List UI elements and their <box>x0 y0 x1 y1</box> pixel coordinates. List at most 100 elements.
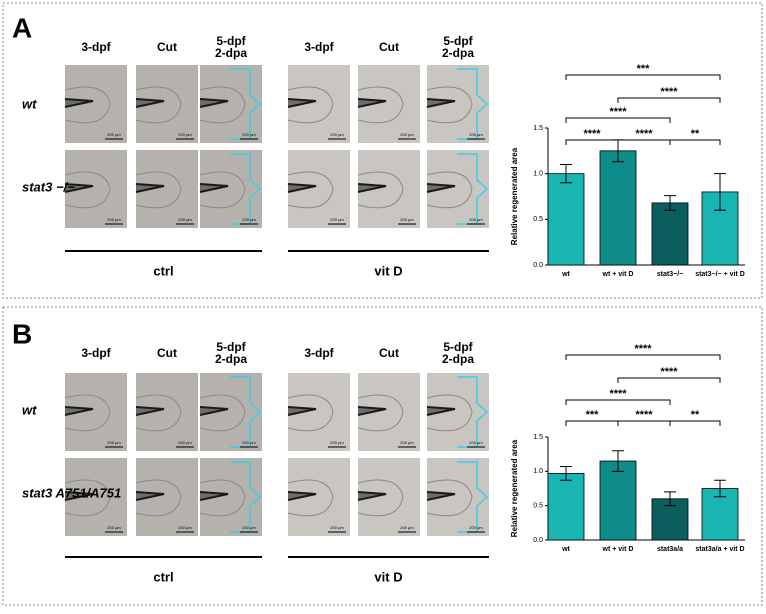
significance-bracket <box>617 377 721 383</box>
error-bar <box>664 195 676 211</box>
scale-bar-label: 200 µm <box>178 440 192 445</box>
fish-tail <box>64 183 94 193</box>
column-header: 3-dpf <box>304 40 334 54</box>
fish-tail <box>357 183 387 193</box>
panel-frame <box>2 306 763 606</box>
fin-outline <box>426 394 473 432</box>
x-tick-label: wt + vit D <box>602 546 634 553</box>
error-bar <box>560 466 572 481</box>
fish-tail <box>135 491 165 501</box>
scale-bar-label: 200 µm <box>469 440 483 445</box>
fin-outline <box>64 171 111 209</box>
scale-bar-label: 200 µm <box>400 440 414 445</box>
fin-outline <box>135 394 182 432</box>
significance-bracket <box>565 354 721 360</box>
scale-bar-label: 200 µm <box>469 132 483 137</box>
significance-bracket <box>617 420 671 426</box>
fin-outline <box>357 394 404 432</box>
fish-tail <box>199 98 229 108</box>
fin-outline <box>135 86 182 124</box>
significance-label: **** <box>660 86 678 98</box>
significance-bracket <box>617 139 671 145</box>
scale-bar-label: 200 µm <box>242 132 256 137</box>
fin-outline <box>64 86 111 124</box>
significance-label: **** <box>635 128 653 140</box>
column-header: 3-dpf <box>81 40 111 54</box>
fin-outline <box>357 479 404 517</box>
significance-bracket <box>669 139 721 145</box>
fish-tail <box>199 183 229 193</box>
significance-label: ** <box>691 128 700 140</box>
significance-label: **** <box>609 106 627 118</box>
significance-bracket <box>617 97 721 103</box>
bar <box>547 173 585 266</box>
fin-outline <box>135 171 182 209</box>
fish-tail <box>287 491 317 501</box>
error-bar <box>612 450 624 472</box>
scale-bar-label: 200 µm <box>107 440 121 445</box>
significance-label: *** <box>586 409 600 421</box>
group-label: vit D <box>374 263 402 278</box>
fin-outline <box>357 86 404 124</box>
fish-tail <box>426 183 456 193</box>
bar <box>547 472 585 541</box>
bar <box>599 150 637 266</box>
fish-tail <box>64 98 94 108</box>
group-label: ctrl <box>153 263 173 278</box>
panel-frame <box>2 2 763 299</box>
fin-outline <box>287 171 334 209</box>
scale-bar-label: 200 µm <box>178 525 192 530</box>
scale-bar-label: 200 µm <box>330 525 344 530</box>
y-tick-label: 1.5 <box>533 125 543 132</box>
scale-bar-label: 200 µm <box>178 132 192 137</box>
scale-bar-label: 200 µm <box>107 132 121 137</box>
fish-tail <box>135 183 165 193</box>
fin-outline <box>287 86 334 124</box>
fish-tail <box>199 406 229 416</box>
scale-bar-label: 200 µm <box>107 217 121 222</box>
significance-bracket <box>565 74 721 80</box>
significance-label: **** <box>583 128 601 140</box>
column-header: 5-dpf 2-dpa <box>442 34 474 60</box>
scale-bar-label: 200 µm <box>400 525 414 530</box>
fish-tail <box>135 98 165 108</box>
scale-bar-label: 200 µm <box>469 525 483 530</box>
significance-label: **** <box>634 343 652 355</box>
y-tick-label: 0.0 <box>533 262 543 269</box>
fin-outline <box>64 479 111 517</box>
column-header: Cut <box>157 346 177 360</box>
bar <box>651 202 689 266</box>
x-tick-label: stat3−/− <box>657 271 683 278</box>
row-label: stat3 A751/A751 <box>22 485 121 500</box>
row-label: wt <box>22 402 37 417</box>
row-label: stat3 −/− <box>22 179 75 194</box>
fin-outline <box>199 479 246 517</box>
significance-bracket <box>565 117 671 123</box>
x-tick-label: wt + vit D <box>602 271 634 278</box>
fin-outline <box>426 171 473 209</box>
scale-bar-label: 200 µm <box>242 525 256 530</box>
column-header: 3-dpf <box>304 346 334 360</box>
fish-tail <box>64 491 94 501</box>
fish-tail <box>199 491 229 501</box>
scale-bar-label: 200 µm <box>330 132 344 137</box>
fish-tail <box>287 183 317 193</box>
fin-outline <box>199 394 246 432</box>
panel-letter: A <box>12 12 32 43</box>
y-tick-label: 1.5 <box>533 434 543 441</box>
fish-tail <box>357 98 387 108</box>
scale-bar-label: 200 µm <box>107 525 121 530</box>
x-tick-label: wt <box>561 271 570 278</box>
scale-bar-label: 200 µm <box>178 217 192 222</box>
group-label: ctrl <box>153 569 173 584</box>
column-header: Cut <box>379 346 399 360</box>
scale-bar-label: 200 µm <box>330 217 344 222</box>
column-header: 5-dpf 2-dpa <box>442 340 474 366</box>
error-bar <box>664 491 676 507</box>
x-tick-label: stat3a/a + vit D <box>695 546 744 553</box>
significance-bracket <box>565 139 619 145</box>
column-header: 5-dpf 2-dpa <box>215 340 247 366</box>
fish-tail <box>64 406 94 416</box>
column-header: Cut <box>157 40 177 54</box>
